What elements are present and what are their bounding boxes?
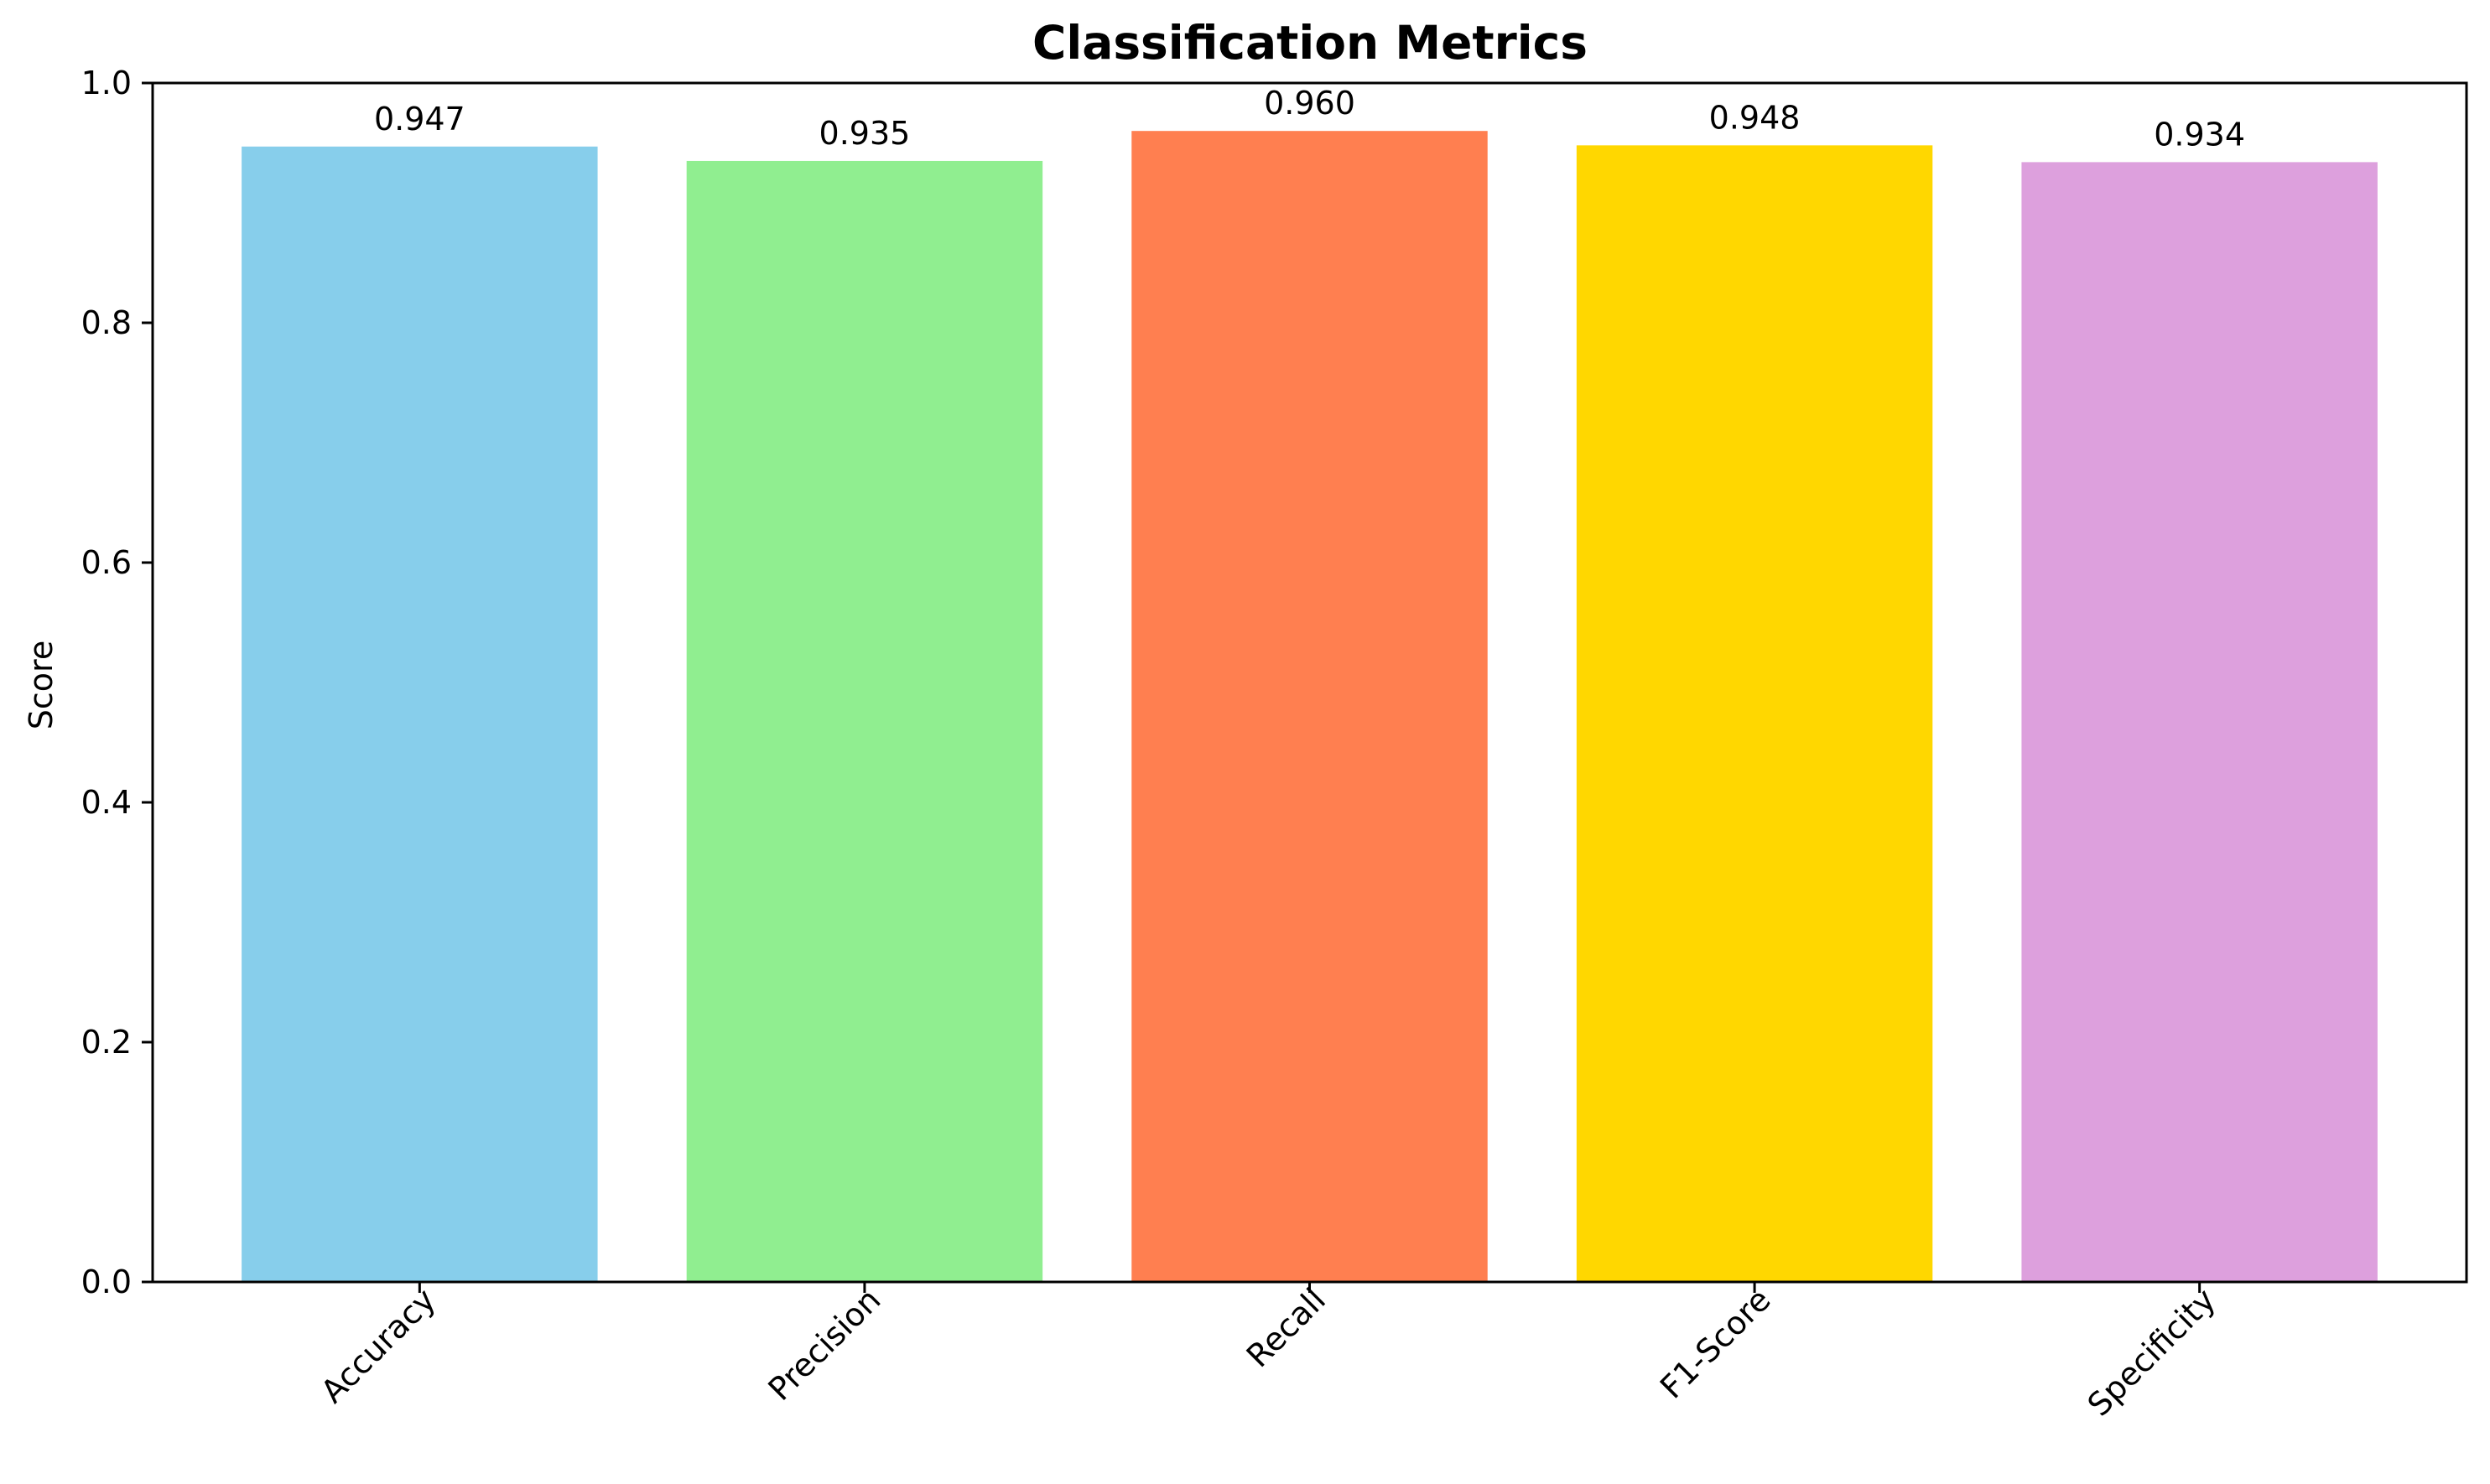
y-tick-label-1: 0.2	[81, 1024, 132, 1061]
y-tick-label-0: 0.0	[81, 1263, 132, 1300]
y-tick-label-2: 0.4	[81, 784, 132, 821]
bar-specificity	[2021, 162, 2378, 1282]
bar-value-label-precision: 0.935	[819, 115, 911, 152]
bar-accuracy	[242, 146, 598, 1282]
bar-value-label-accuracy: 0.947	[374, 101, 465, 138]
bar-value-label-f1-score: 0.948	[1709, 99, 1801, 136]
chart-title: Classification Metrics	[1032, 16, 1588, 70]
bar-value-label-specificity: 0.934	[2154, 116, 2245, 153]
bar-value-label-recall: 0.960	[1264, 85, 1355, 122]
bar-f1-score	[1576, 145, 1933, 1283]
y-tick-label-3: 0.6	[81, 544, 132, 581]
y-axis-ticks: 0.0 0.2 0.4 0.6 0.8 1.0	[81, 65, 153, 1300]
bars-group	[242, 131, 2378, 1283]
plot-frame	[151, 81, 2468, 1284]
bar-precision	[686, 160, 1043, 1283]
bar-recall	[1131, 131, 1488, 1283]
bar-labels-group: 0.947 0.935 0.960 0.948 0.934	[374, 85, 2245, 153]
y-tick-label-4: 0.8	[81, 304, 132, 341]
y-axis-label: Score	[23, 641, 60, 729]
y-tick-label-5: 1.0	[81, 65, 132, 101]
